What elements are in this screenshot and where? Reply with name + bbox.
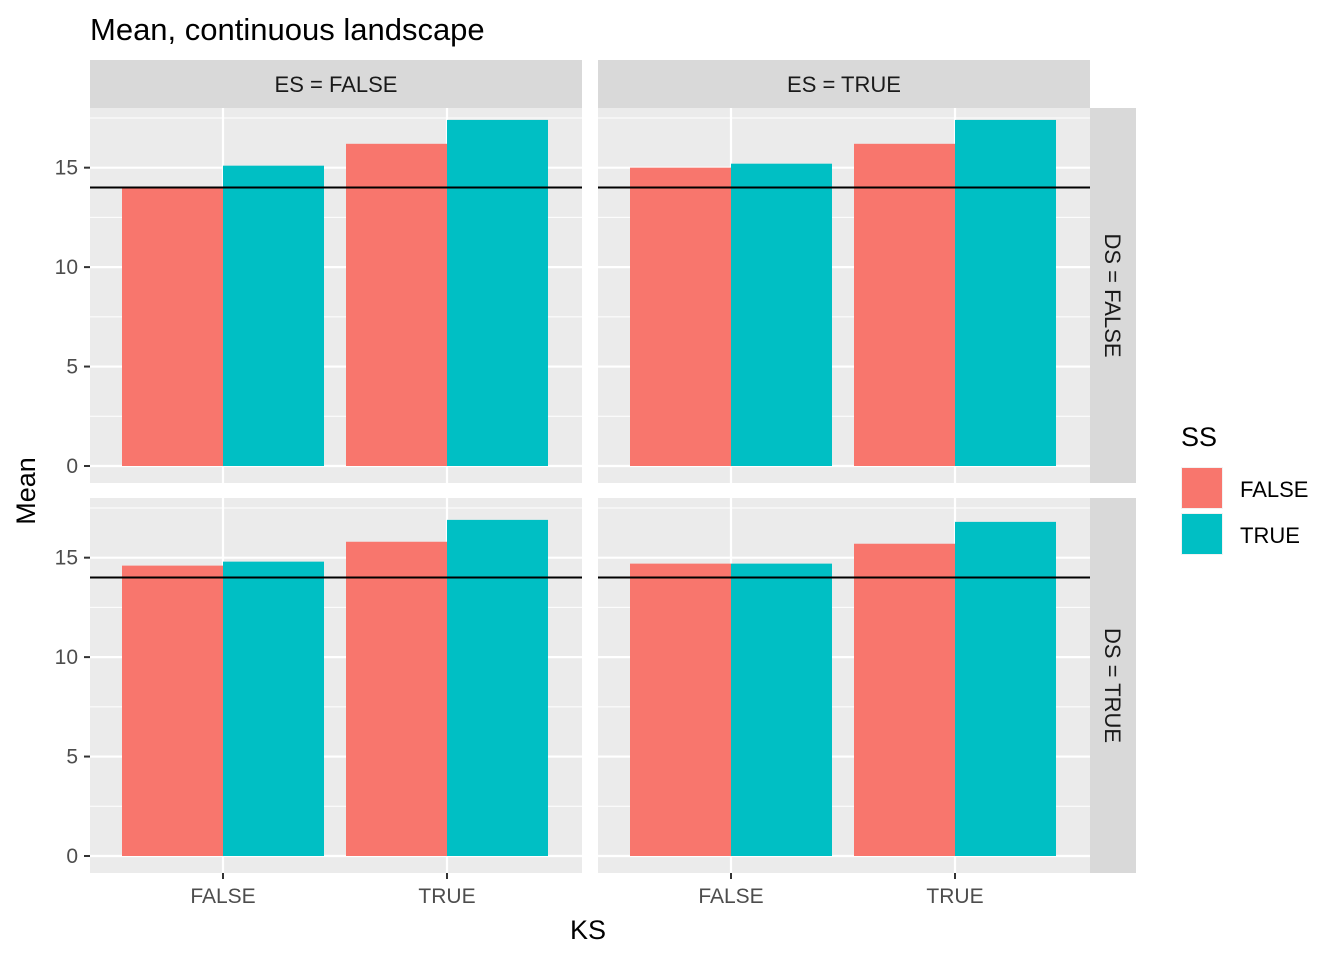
facet-strip-column	[598, 60, 1090, 108]
bar	[630, 563, 731, 856]
y-tick-label: 0	[66, 845, 78, 868]
y-tick-label: 0	[66, 455, 78, 478]
x-tick-label: TRUE	[926, 885, 983, 908]
bar	[223, 561, 324, 856]
facet-strip-row	[1090, 108, 1136, 483]
facet-panel	[598, 108, 1090, 483]
bar	[122, 187, 223, 467]
facet-strip-column-label: ES = FALSE	[275, 72, 398, 97]
bar	[854, 143, 955, 467]
bar	[731, 563, 832, 856]
bar	[447, 119, 548, 466]
facet-strip-row-label: DS = FALSE	[1100, 233, 1125, 357]
bar	[346, 143, 447, 467]
panels-layer: ES = FALSE ES = TRUE DS = FALSE DS = TRUE 0 5…	[55, 60, 1136, 908]
legend-label: FALSE	[1240, 477, 1308, 502]
bar	[955, 521, 1056, 856]
bar	[731, 163, 832, 466]
legend-key	[1182, 514, 1222, 554]
bar	[630, 167, 731, 466]
bar	[223, 165, 324, 466]
y-axis-title: Mean	[11, 457, 41, 525]
bar	[955, 119, 1056, 466]
y-tick-label: 15	[55, 157, 78, 180]
y-tick-label: 15	[55, 547, 78, 570]
legend: SS FALSE TRUE	[1181, 422, 1308, 555]
facet-panel	[90, 108, 582, 483]
legend-items: FALSE TRUE	[1181, 467, 1308, 555]
x-axis-title: KS	[570, 915, 606, 945]
x-tick-label: FALSE	[698, 885, 763, 908]
x-tick-label: FALSE	[190, 885, 255, 908]
legend-key	[1182, 468, 1222, 508]
bar	[122, 565, 223, 856]
facet-strip-column	[90, 60, 582, 108]
facet-panel	[90, 498, 582, 873]
x-tick-label: TRUE	[418, 885, 475, 908]
bar	[346, 541, 447, 856]
facet-panel	[598, 498, 1090, 873]
bar	[447, 519, 548, 856]
legend-label: TRUE	[1240, 523, 1300, 548]
y-tick-label: 5	[66, 356, 78, 379]
y-tick-label: 10	[55, 646, 78, 669]
legend-title: SS	[1181, 422, 1217, 452]
facet-strip-row-label: DS = TRUE	[1100, 628, 1125, 743]
facet-strip-row	[1090, 498, 1136, 873]
y-tick-label: 10	[55, 256, 78, 279]
facet-strip-column-label: ES = TRUE	[787, 72, 901, 97]
bar	[854, 543, 955, 856]
y-tick-label: 5	[66, 746, 78, 769]
chart-title: Mean, continuous landscape	[90, 12, 485, 47]
